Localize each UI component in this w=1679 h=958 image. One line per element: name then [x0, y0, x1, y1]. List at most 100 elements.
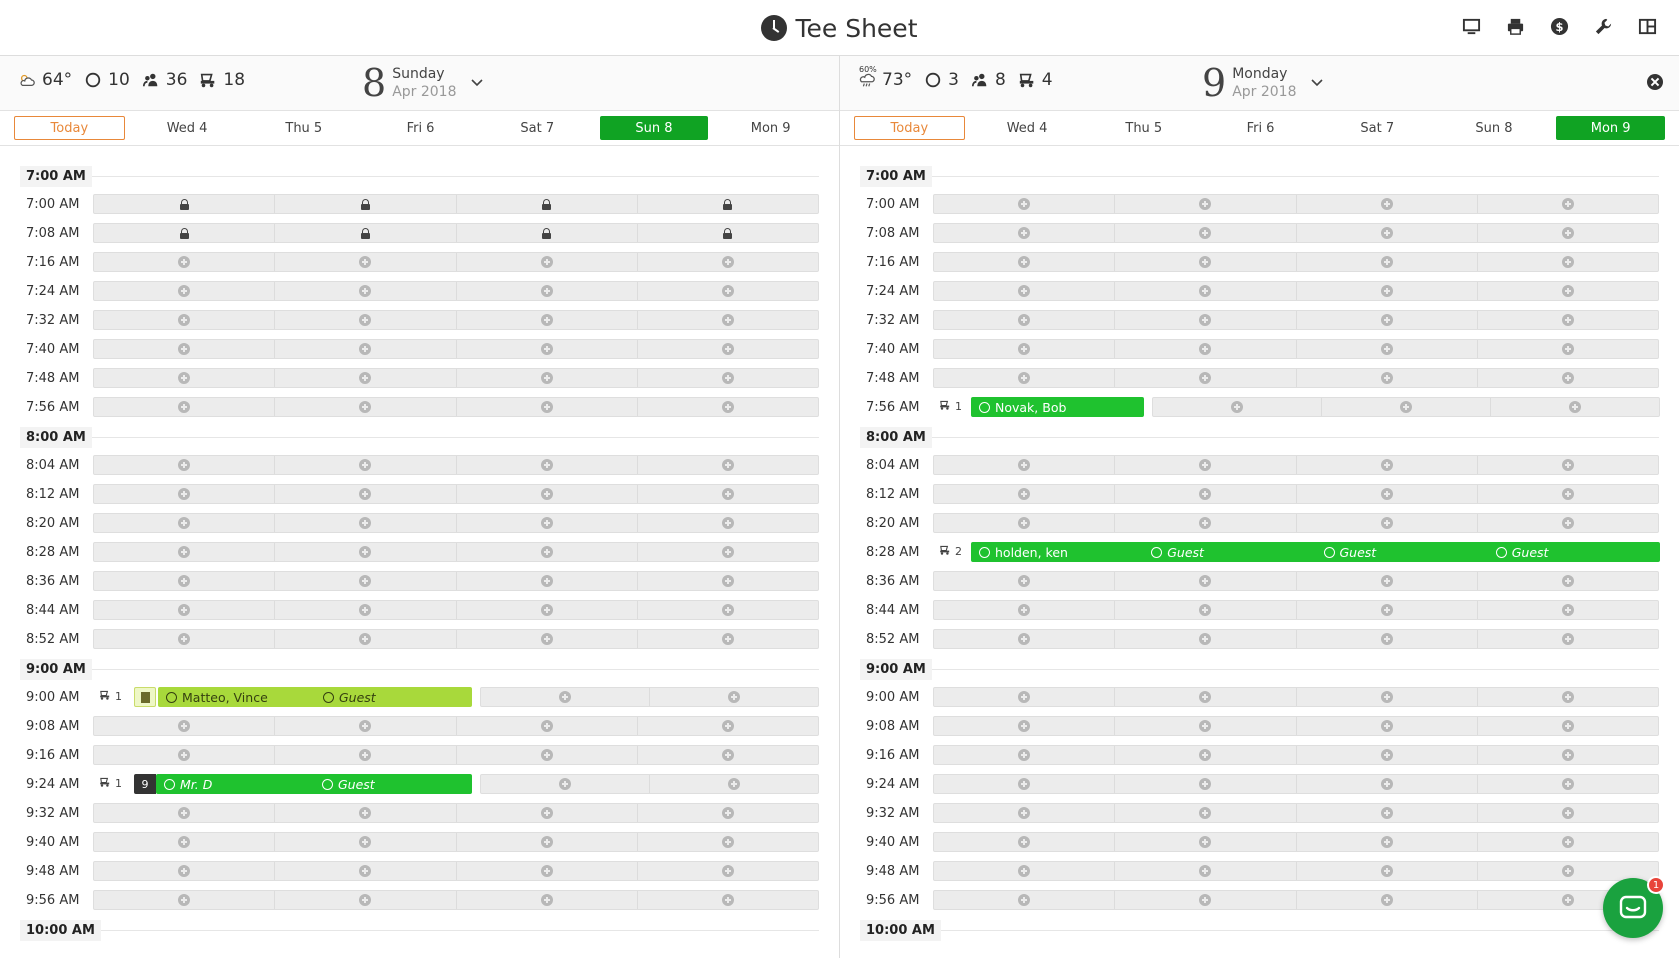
add-player-icon[interactable]: [1199, 227, 1212, 239]
add-player-icon[interactable]: [1561, 488, 1574, 500]
open-slot[interactable]: [275, 456, 457, 474]
add-player-icon[interactable]: [540, 633, 553, 645]
add-player-icon[interactable]: [721, 488, 734, 500]
open-slot[interactable]: [94, 485, 276, 503]
open-slot[interactable]: [934, 601, 1116, 619]
add-player-icon[interactable]: [359, 285, 372, 297]
open-slot[interactable]: [1478, 862, 1658, 880]
open-slot[interactable]: [1115, 630, 1297, 648]
add-player-icon[interactable]: [1561, 256, 1574, 268]
add-player-icon[interactable]: [1199, 749, 1212, 761]
add-player-icon[interactable]: [1569, 401, 1581, 413]
open-slot[interactable]: [457, 717, 638, 735]
open-slot[interactable]: [1478, 456, 1658, 474]
add-player-icon[interactable]: [1018, 314, 1031, 326]
add-player-icon[interactable]: [1380, 749, 1393, 761]
add-player-icon[interactable]: [721, 633, 734, 645]
add-player-icon[interactable]: [721, 314, 734, 326]
open-slot[interactable]: [1478, 282, 1658, 300]
open-slot[interactable]: [934, 572, 1116, 590]
day-tab[interactable]: Sun 8: [599, 116, 709, 140]
open-slot[interactable]: [481, 688, 650, 706]
open-slot[interactable]: [457, 572, 638, 590]
add-player-icon[interactable]: [1199, 836, 1212, 848]
open-slot[interactable]: [1115, 369, 1297, 387]
add-player-icon[interactable]: [721, 894, 734, 906]
open-slot[interactable]: [457, 746, 638, 764]
day-tab[interactable]: Wed 4: [166, 120, 208, 136]
open-slot[interactable]: [1478, 369, 1658, 387]
add-player-icon[interactable]: [359, 836, 372, 848]
add-player-icon[interactable]: [178, 285, 191, 297]
add-player-icon[interactable]: [1561, 343, 1574, 355]
add-player-icon[interactable]: [1561, 517, 1574, 529]
add-player-icon[interactable]: [1018, 459, 1031, 471]
member-player[interactable]: holden, ken: [971, 542, 1143, 562]
open-slot[interactable]: [1297, 717, 1478, 735]
guest-player[interactable]: Guest: [315, 687, 472, 707]
add-player-icon[interactable]: [721, 604, 734, 616]
add-player-icon[interactable]: [1199, 633, 1212, 645]
add-player-icon[interactable]: [1380, 488, 1393, 500]
booking-bar[interactable]: Novak, Bob: [971, 397, 1144, 417]
add-player-icon[interactable]: [540, 372, 553, 384]
open-slot[interactable]: [1297, 311, 1478, 329]
open-slot[interactable]: [934, 514, 1116, 532]
open-slot[interactable]: [638, 630, 818, 648]
open-slot[interactable]: [1115, 601, 1297, 619]
add-player-icon[interactable]: [1561, 807, 1574, 819]
add-player-icon[interactable]: [1380, 575, 1393, 587]
add-player-icon[interactable]: [1561, 894, 1574, 906]
add-player-icon[interactable]: [178, 894, 191, 906]
guest-player[interactable]: Guest: [1488, 542, 1660, 562]
add-player-icon[interactable]: [1380, 343, 1393, 355]
add-player-icon[interactable]: [1199, 459, 1212, 471]
add-player-icon[interactable]: [721, 372, 734, 384]
add-player-icon[interactable]: [540, 749, 553, 761]
open-slot[interactable]: [457, 456, 638, 474]
add-player-icon[interactable]: [721, 807, 734, 819]
open-slot[interactable]: [638, 717, 818, 735]
open-slot[interactable]: [1322, 398, 1491, 416]
add-player-icon[interactable]: [721, 343, 734, 355]
open-slot[interactable]: [275, 601, 457, 619]
open-slot[interactable]: [934, 253, 1116, 271]
day-tab[interactable]: Wed 4: [1006, 120, 1048, 136]
open-slot[interactable]: [1115, 804, 1297, 822]
open-slot[interactable]: [934, 746, 1116, 764]
add-player-icon[interactable]: [1018, 865, 1031, 877]
add-player-icon[interactable]: [540, 401, 553, 413]
open-slot[interactable]: [1297, 456, 1478, 474]
open-slot[interactable]: [934, 804, 1116, 822]
add-player-icon[interactable]: [721, 836, 734, 848]
open-slot[interactable]: [1115, 717, 1297, 735]
day-tab[interactable]: Thu 5: [1125, 120, 1163, 136]
add-player-icon[interactable]: [359, 720, 372, 732]
chat-launcher-button[interactable]: 1: [1603, 876, 1665, 938]
open-slot[interactable]: [275, 398, 457, 416]
add-player-icon[interactable]: [1199, 488, 1212, 500]
add-player-icon[interactable]: [1561, 691, 1574, 703]
day-tab[interactable]: Fri 6: [406, 120, 435, 136]
add-player-icon[interactable]: [1018, 343, 1031, 355]
open-slot[interactable]: [934, 630, 1116, 648]
add-player-icon[interactable]: [721, 720, 734, 732]
add-player-icon[interactable]: [1561, 633, 1574, 645]
add-player-icon[interactable]: [540, 343, 553, 355]
add-player-icon[interactable]: [1380, 314, 1393, 326]
day-tab[interactable]: Today: [854, 116, 965, 140]
open-slot[interactable]: [275, 311, 457, 329]
open-slot[interactable]: [275, 572, 457, 590]
open-slot[interactable]: [275, 804, 457, 822]
add-player-icon[interactable]: [359, 256, 372, 268]
add-player-icon[interactable]: [359, 372, 372, 384]
open-slot[interactable]: [1115, 775, 1297, 793]
add-player-icon[interactable]: [178, 488, 191, 500]
open-slot[interactable]: [638, 282, 818, 300]
add-player-icon[interactable]: [1199, 720, 1212, 732]
open-slot[interactable]: [457, 311, 638, 329]
open-slot[interactable]: [638, 514, 818, 532]
open-slot[interactable]: [1478, 572, 1658, 590]
add-player-icon[interactable]: [1380, 894, 1393, 906]
open-slot[interactable]: [1478, 746, 1658, 764]
